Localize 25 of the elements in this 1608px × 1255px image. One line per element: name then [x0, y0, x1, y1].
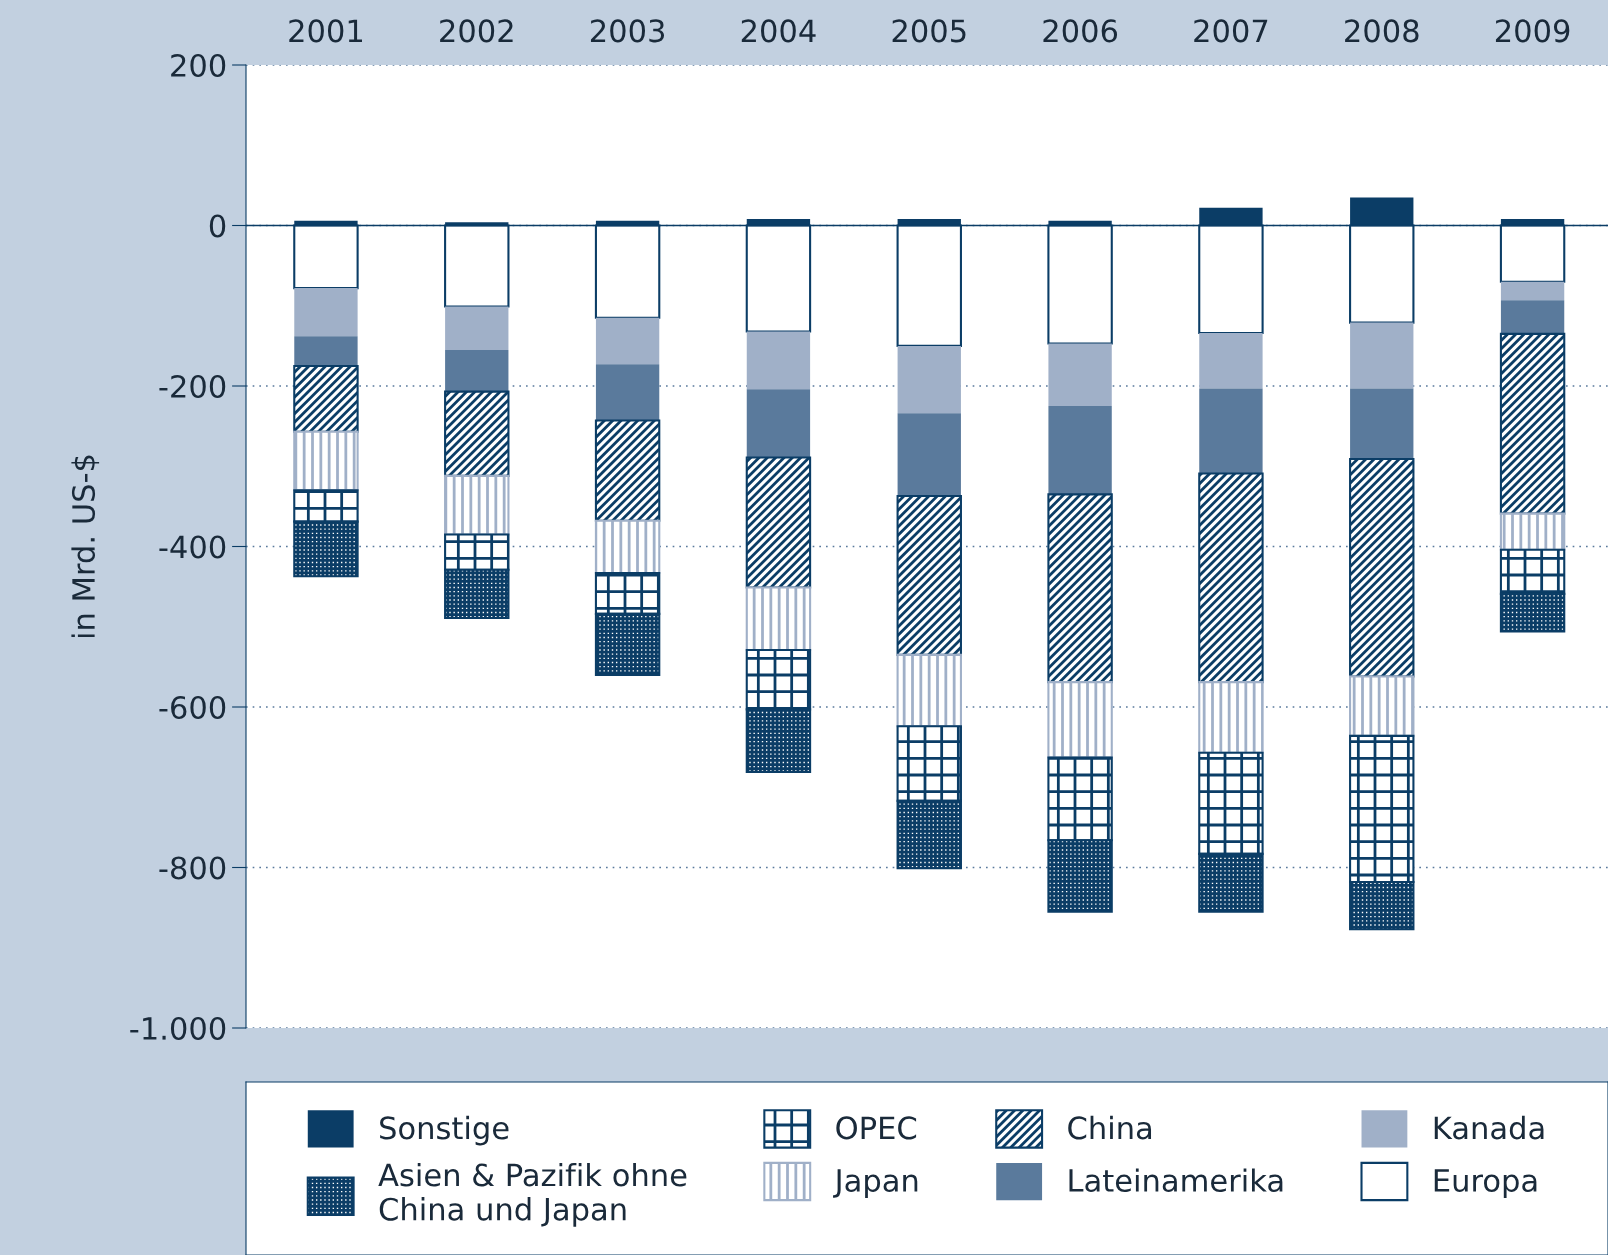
- x-tick-label: 2007: [1194, 19, 1268, 43]
- legend-label: Sonstige: [380, 1115, 509, 1146]
- x-tick-label: 2002: [440, 19, 513, 43]
- legend-label: OPEC: [836, 1116, 917, 1140]
- x-tick-label: 2006: [1043, 19, 1118, 43]
- legend-label: China: [1068, 1115, 1152, 1140]
- y-tick-label: 0: [209, 214, 226, 238]
- y-tick-label: 200: [171, 53, 226, 78]
- legend-label: Europa: [1434, 1169, 1537, 1198]
- legend-label: Kanada: [1434, 1115, 1544, 1140]
- x-tick-label: 2005: [892, 19, 966, 43]
- legend-label: Asien & Pazifik ohne China und Japan: [378, 1162, 687, 1227]
- y-tick-label: -200: [159, 374, 226, 399]
- y-tick-label: -800: [159, 856, 226, 880]
- legend-label: Japan: [833, 1169, 918, 1198]
- x-tick-label: 2003: [590, 19, 665, 43]
- y-tick-label: -400: [159, 535, 226, 559]
- x-tick-label: 2008: [1345, 19, 1419, 43]
- y-axis-title: in Mrd. US-$: [71, 455, 100, 638]
- x-tick-label: 2009: [1495, 19, 1570, 43]
- y-tick-label: -600: [159, 695, 226, 720]
- x-tick-label: 2001: [289, 19, 362, 43]
- y-tick-label: -1.000: [130, 1016, 226, 1041]
- x-tick-label: 2004: [741, 19, 816, 43]
- legend-label: Lateinamerika: [1069, 1168, 1283, 1193]
